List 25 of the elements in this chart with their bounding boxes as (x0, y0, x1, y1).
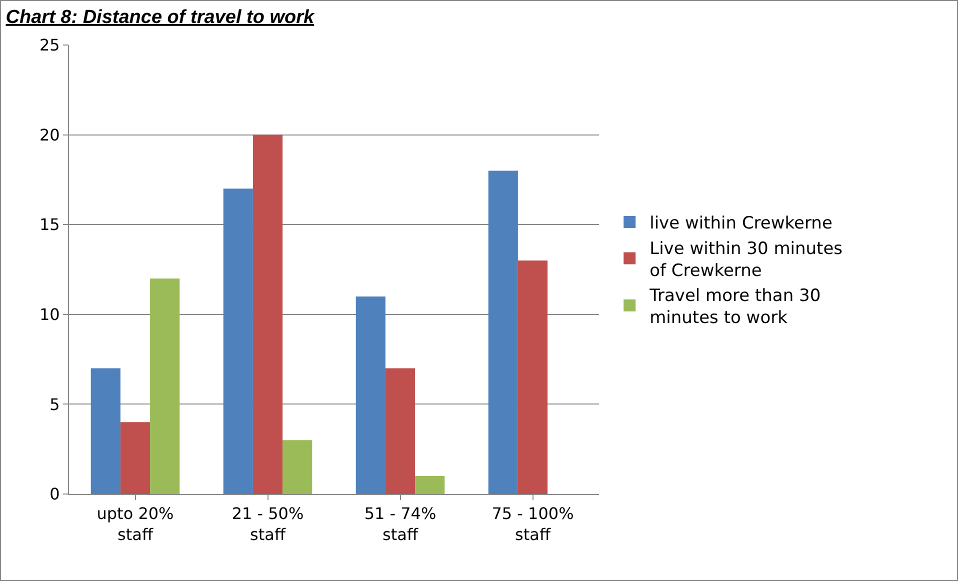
bar (252, 134, 283, 494)
y-tick-label: 15 (39, 215, 60, 234)
bar (356, 296, 386, 494)
x-tick-label: 51 - 74% staff (364, 504, 436, 544)
bar (282, 440, 312, 494)
y-tick-label: 25 (39, 36, 60, 55)
bar (385, 368, 416, 494)
bar (90, 368, 120, 494)
x-tick-label: 75 - 100% staff (492, 504, 574, 544)
bar (415, 476, 445, 494)
bar (150, 278, 180, 494)
y-tick-label: 5 (50, 394, 60, 414)
bar (223, 188, 253, 494)
x-tick-label: 21 - 50% staff (232, 504, 304, 544)
legend-label: live within Crewkerne (650, 214, 832, 234)
bar (518, 260, 548, 494)
y-tick-label: 20 (39, 125, 60, 144)
legend-label: Live within 30 minutes of Crewkerne (650, 238, 843, 281)
y-tick-label: 0 (50, 484, 60, 504)
legend-label: Travel more than 30 minutes to work (648, 286, 821, 328)
bar (120, 422, 150, 494)
bar (488, 170, 518, 494)
chart-title: Chart 8: Distance of travel to work (6, 6, 316, 28)
y-tick-label: 10 (39, 305, 60, 324)
x-tick-label: upto 20% staff (96, 504, 174, 544)
